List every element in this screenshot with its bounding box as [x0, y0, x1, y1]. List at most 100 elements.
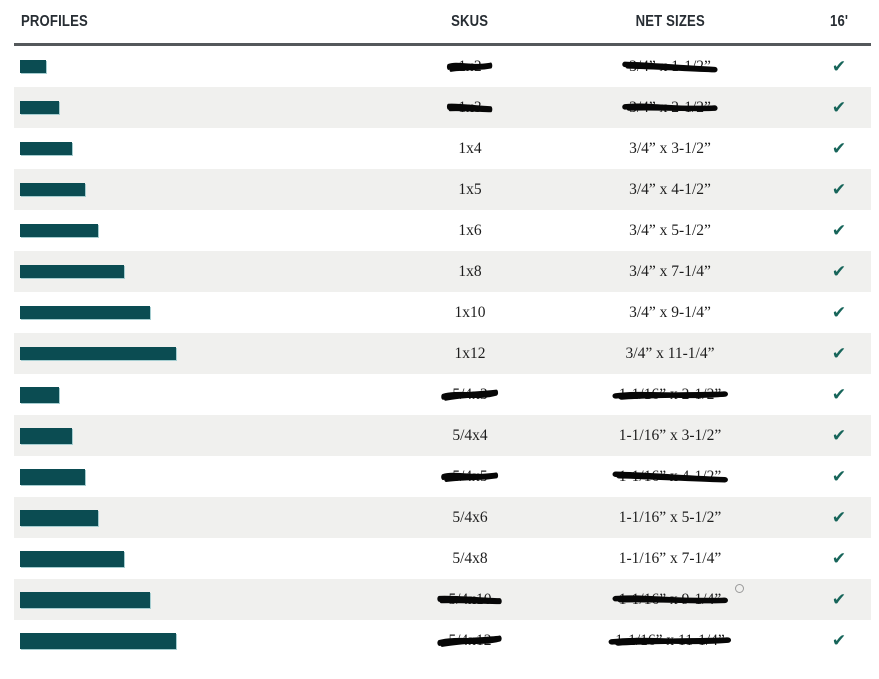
column-header-skus: SKUS [451, 12, 489, 30]
table-row: 1x10 3/4” x 9-1/4” ✔ [14, 292, 871, 333]
availability-cell: ✔ [790, 508, 871, 528]
scribble-strikethrough-icon [622, 103, 718, 111]
profile-cell [14, 550, 390, 567]
profile-bar [20, 550, 124, 567]
scribble-strikethrough-icon [612, 390, 728, 400]
sku-value: 5/4x8 [452, 549, 488, 567]
net-size-value: 1-1/16” x 9-1/4” [612, 592, 728, 608]
sku-value: 5/4x3 [441, 387, 499, 403]
availability-cell: ✔ [790, 549, 871, 569]
sku-cell: 5/4x8 [390, 551, 550, 567]
sku-value: 5/4x4 [452, 426, 488, 444]
table-row: 1x8 3/4” x 7-1/4” ✔ [14, 251, 871, 292]
check-icon: ✔ [831, 179, 847, 200]
sku-cell: 5/4x6 [390, 510, 550, 526]
sku-cell: 1x4 [390, 141, 550, 157]
net-size-cell: 1-1/16” x 3-1/2” [550, 428, 790, 444]
sku-value: 1x4 [458, 139, 482, 157]
sku-value: 1x5 [458, 180, 482, 198]
table-row: 1x3 3/4” x 2-1/2” ✔ [14, 87, 871, 128]
sku-cell: 5/4x10 [390, 592, 550, 608]
check-icon: ✔ [831, 384, 847, 405]
profile-bar [20, 60, 46, 73]
sku-value: 5/4x10 [437, 592, 503, 608]
net-size-value: 1-1/16” x 4-1/2” [612, 469, 728, 485]
availability-cell: ✔ [790, 180, 871, 200]
net-size-cell: 3/4” x 5-1/2” [550, 223, 790, 239]
table-row: 5/4x6 1-1/16” x 5-1/2” ✔ [14, 497, 871, 538]
table-row: 5/4x12 1-1/16” x 11-1/4” ✔ [14, 620, 871, 661]
net-size-cell: 1-1/16” x 2-1/2” [550, 387, 790, 403]
net-size-value: 3/4” x 2-1/2” [622, 100, 718, 116]
profile-cell [14, 632, 390, 649]
net-size-value: 1-1/16” x 5-1/2” [618, 508, 722, 526]
check-icon: ✔ [831, 425, 847, 446]
availability-cell: ✔ [790, 57, 871, 77]
availability-cell: ✔ [790, 344, 871, 364]
net-size-value: 3/4” x 9-1/4” [629, 303, 711, 321]
table-row: 1x6 3/4” x 5-1/2” ✔ [14, 210, 871, 251]
check-icon: ✔ [831, 548, 847, 569]
scribble-strikethrough-icon [447, 62, 493, 72]
sku-value: 5/4x5 [441, 469, 499, 485]
profile-bar [20, 427, 72, 444]
profile-cell [14, 591, 390, 608]
check-icon: ✔ [831, 630, 847, 651]
availability-cell: ✔ [790, 98, 871, 118]
net-size-value: 1-1/16” x 3-1/2” [618, 426, 722, 444]
table-row: 5/4x10 1-1/16” x 9-1/4” ✔ [14, 579, 871, 620]
table-row: 5/4x5 1-1/16” x 4-1/2” ✔ [14, 456, 871, 497]
sku-cell: 1x2 [390, 59, 550, 75]
check-icon: ✔ [831, 343, 847, 364]
scribble-strikethrough-icon [612, 470, 728, 483]
sku-cell: 1x3 [390, 100, 550, 116]
profile-bar [20, 265, 124, 278]
net-size-value: 3/4” x 7-1/4” [629, 262, 711, 280]
profile-cell [14, 509, 390, 526]
sku-cell: 1x6 [390, 223, 550, 239]
sku-value: 5/4x12 [437, 633, 503, 649]
check-icon: ✔ [831, 589, 847, 610]
sku-value: 1x3 [447, 100, 493, 116]
profile-cell [14, 183, 390, 196]
availability-cell: ✔ [790, 590, 871, 610]
sku-cell: 5/4x12 [390, 633, 550, 649]
net-size-cell: 1-1/16” x 7-1/4” [550, 551, 790, 567]
column-header-net-sizes: NET SIZES [635, 12, 705, 30]
net-size-value: 3/4” x 11-1/4” [625, 344, 715, 362]
net-size-cell: 1-1/16” x 4-1/2” [550, 469, 790, 485]
availability-cell: ✔ [790, 426, 871, 446]
net-size-cell: 3/4” x 9-1/4” [550, 305, 790, 321]
availability-cell: ✔ [790, 221, 871, 241]
table-header-row: PROFILES SKUS NET SIZES 16' [14, 0, 871, 46]
net-size-value: 1-1/16” x 7-1/4” [618, 549, 722, 567]
profile-cell [14, 142, 390, 155]
sku-cell: 5/4x5 [390, 469, 550, 485]
profile-bar [20, 224, 98, 237]
availability-cell: ✔ [790, 385, 871, 405]
sku-cell: 5/4x3 [390, 387, 550, 403]
net-size-value: 3/4” x 3-1/2” [629, 139, 711, 157]
profile-bar [20, 468, 85, 485]
net-size-cell: 3/4” x 7-1/4” [550, 264, 790, 280]
net-size-cell: 3/4” x 1-1/2” [550, 59, 790, 75]
table-row: 5/4x4 1-1/16” x 3-1/2” ✔ [14, 415, 871, 456]
scribble-strikethrough-icon [441, 471, 499, 482]
net-size-value: 3/4” x 1-1/2” [622, 59, 718, 75]
scribble-strikethrough-icon [608, 636, 732, 646]
sku-value: 5/4x6 [452, 508, 488, 526]
availability-cell: ✔ [790, 631, 871, 651]
net-size-cell: 3/4” x 2-1/2” [550, 100, 790, 116]
net-size-value: 3/4” x 4-1/2” [629, 180, 711, 198]
availability-cell: ✔ [790, 262, 871, 282]
check-icon: ✔ [831, 507, 847, 528]
profile-bar [20, 347, 176, 360]
availability-cell: ✔ [790, 139, 871, 159]
check-icon: ✔ [831, 97, 847, 118]
column-header-16ft: 16' [829, 12, 849, 30]
availability-cell: ✔ [790, 303, 871, 323]
table-body: 1x2 3/4” x 1-1/2” ✔ 1x3 3/4” x 2-1/2” ✔ 1x4 3/4… [14, 46, 871, 661]
table-row: 1x12 3/4” x 11-1/4” ✔ [14, 333, 871, 374]
sku-value: 1x2 [447, 59, 493, 75]
sku-cell: 1x12 [390, 346, 550, 362]
